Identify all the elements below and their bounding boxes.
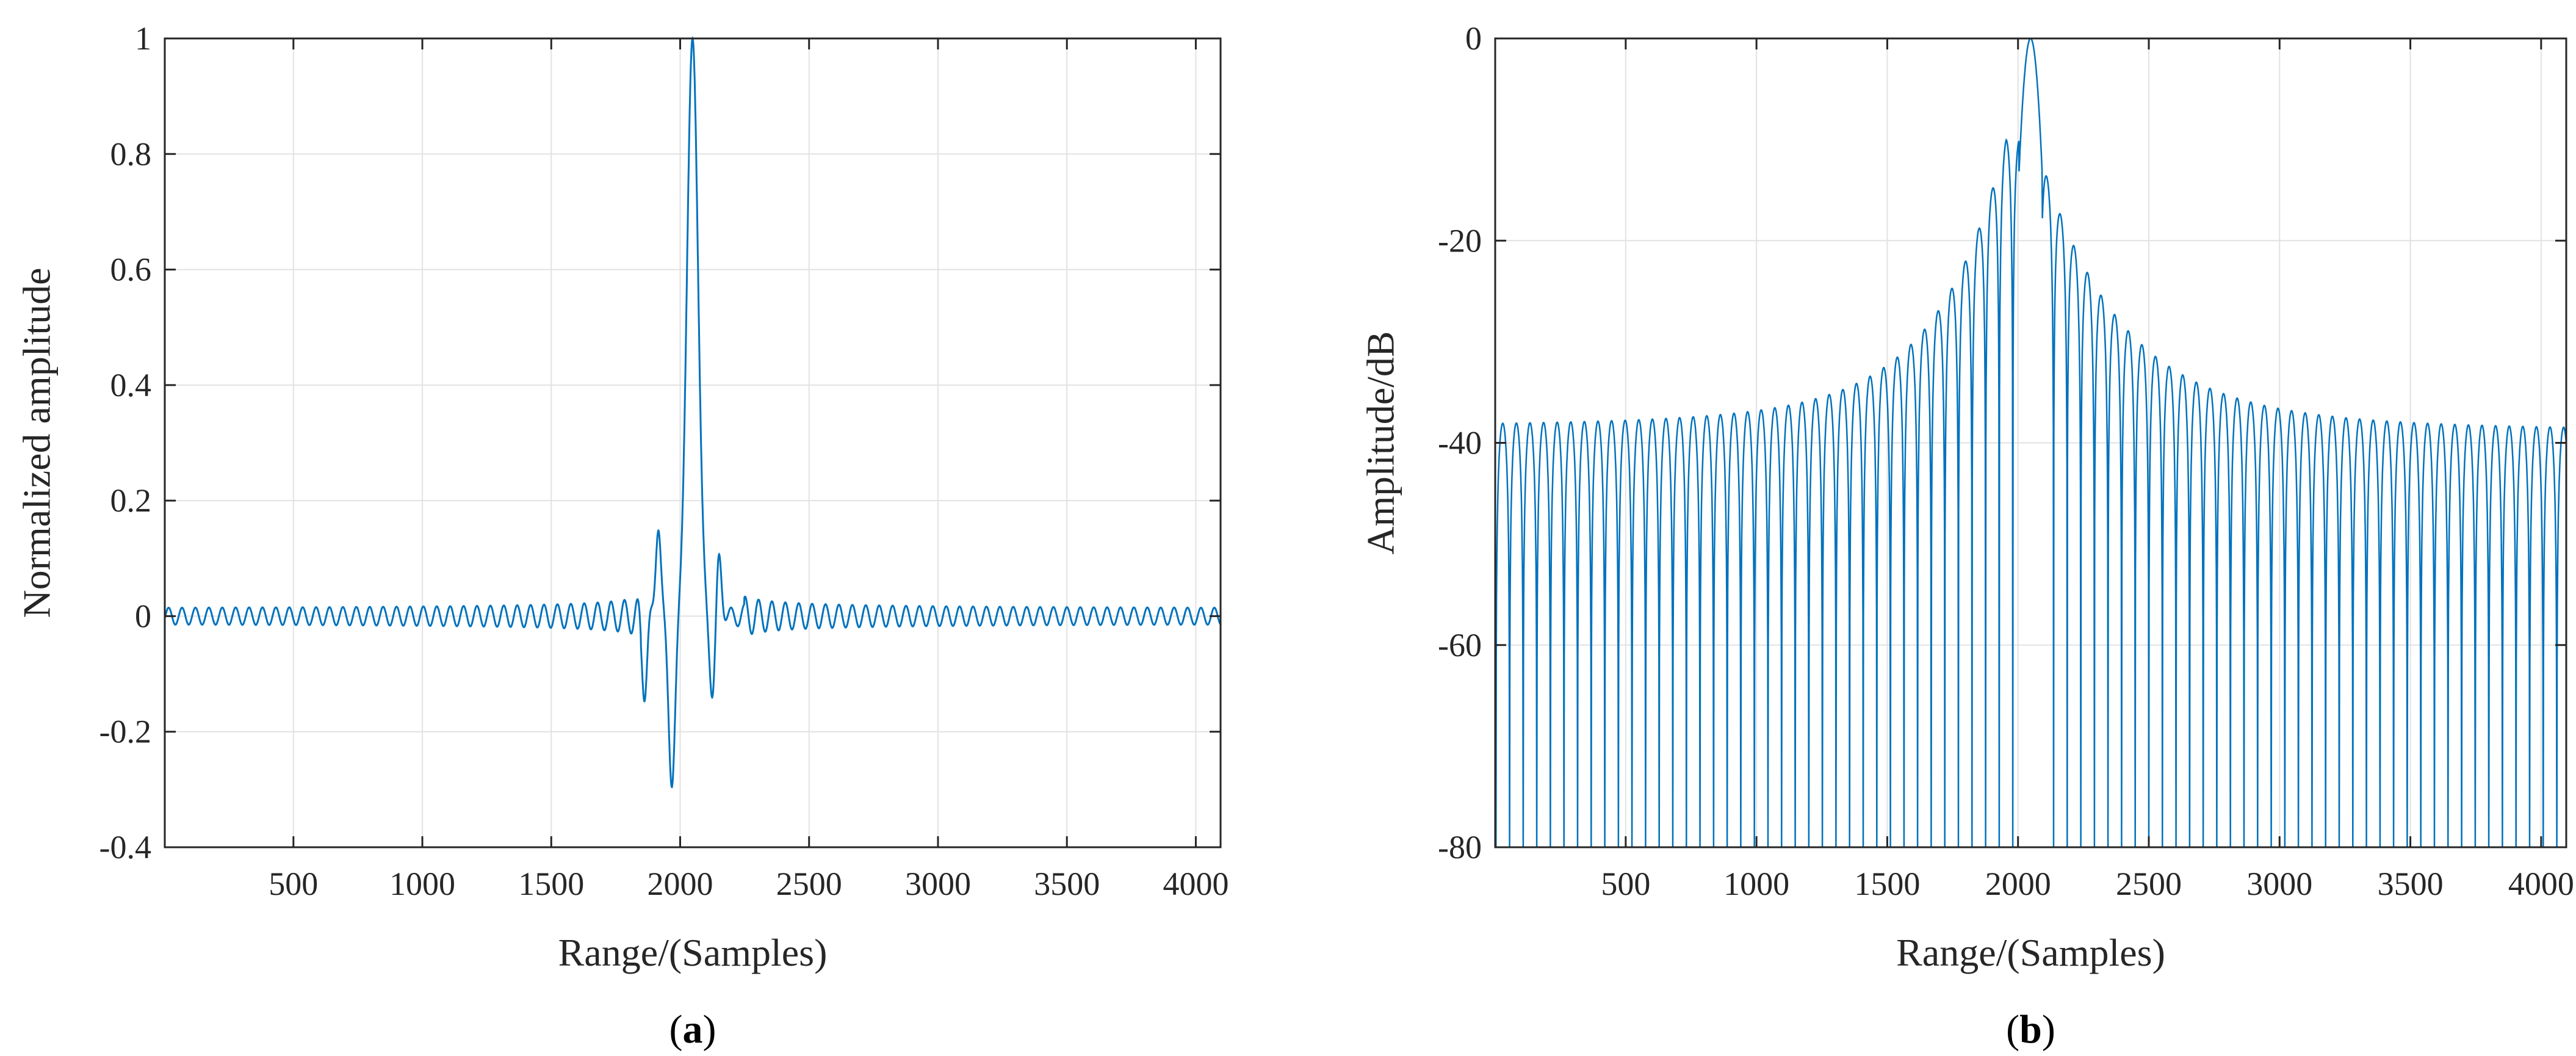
panel-letter-a: a <box>683 1007 703 1052</box>
panel-label-b: (b) <box>2006 1007 2055 1052</box>
grid-a <box>165 38 1221 848</box>
y-tick-label: 0 <box>1465 20 1482 57</box>
y-tick-labels-a: -0.4 -0.2 0 0.2 0.4 0.6 0.8 1 <box>99 20 151 866</box>
y-tick-label: -80 <box>1438 829 1482 866</box>
x-tick-label: 500 <box>1601 866 1650 902</box>
y-tick-label: 0.8 <box>110 136 152 172</box>
y-tick-label: 1 <box>135 20 151 57</box>
x-tick-labels-a: 500 1000 1500 2000 2500 3000 3500 4000 <box>269 866 1228 902</box>
x-tick-label: 1000 <box>1723 866 1789 902</box>
x-tick-label: 3500 <box>1034 866 1100 902</box>
x-tick-label: 3500 <box>2378 866 2444 902</box>
panel-label-a: (a) <box>669 1007 716 1052</box>
x-axis-label-b: Range/(Samples) <box>1896 931 2165 974</box>
x-tick-label: 3000 <box>2246 866 2312 902</box>
x-tick-label: 3000 <box>905 866 971 902</box>
x-tick-label: 1000 <box>389 866 455 902</box>
x-tick-label: 2000 <box>648 866 713 902</box>
y-axis-label-b: Amplitude/dB <box>1359 331 1402 554</box>
y-tick-label: -40 <box>1438 425 1482 461</box>
series-line-a <box>164 35 1222 789</box>
x-tick-label: 2500 <box>2116 866 2182 902</box>
x-tick-label: 4000 <box>1163 866 1228 902</box>
chart-panel-a: 500 1000 1500 2000 2500 3000 3500 4000 -0.4 -0.2… <box>15 20 1229 1052</box>
y-tick-label: -0.4 <box>99 829 151 866</box>
y-tick-label: 0.4 <box>110 367 152 403</box>
y-axis-label-a: Normalized amplitude <box>15 267 59 618</box>
x-axis-label-a: Range/(Samples) <box>558 931 828 974</box>
x-tick-labels-b: 500 1000 1500 2000 2500 3000 3500 4000 <box>1601 866 2574 902</box>
x-tick-label: 500 <box>269 866 318 902</box>
y-tick-label: -0.2 <box>99 714 151 750</box>
y-tick-label: -60 <box>1438 627 1482 664</box>
x-tick-label: 2000 <box>1985 866 2051 902</box>
axes-frame-a <box>164 37 1222 848</box>
y-tick-label: -20 <box>1438 222 1482 259</box>
y-tick-label: 0 <box>135 598 151 634</box>
x-tick-label: 4000 <box>2508 866 2574 902</box>
y-tick-labels-b: -80 -60 -40 -20 0 <box>1438 20 1482 866</box>
x-tick-label: 1500 <box>518 866 584 902</box>
y-tick-label: 0.6 <box>110 251 152 288</box>
y-tick-label: 0.2 <box>110 482 152 519</box>
chart-panel-b: 500 1000 1500 2000 2500 3000 3500 4000 -80 -60 -4… <box>1359 20 2574 1052</box>
x-tick-label: 1500 <box>1854 866 1920 902</box>
x-tick-label: 2500 <box>776 866 842 902</box>
panel-letter-b: b <box>2019 1007 2042 1052</box>
tick-marks-a <box>165 37 1221 848</box>
tick-marks-b <box>1495 37 2566 848</box>
